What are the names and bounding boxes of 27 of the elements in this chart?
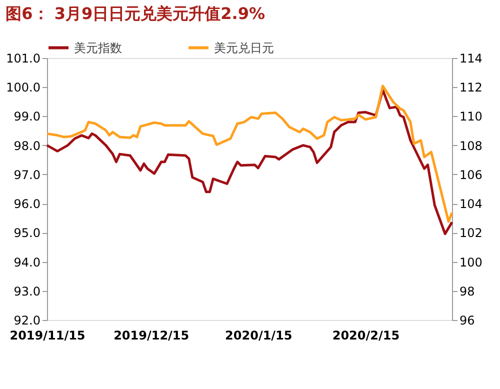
y-tick-label: 99.0 — [14, 110, 40, 124]
y-tick-label: 96.0 — [14, 197, 40, 212]
y2-tick-label: 106 — [460, 168, 482, 182]
y-tick-label: 100.0 — [6, 80, 40, 95]
y2-tick-label: 100 — [460, 255, 482, 270]
y-tick-label: 92.0 — [14, 314, 40, 328]
y2-tick-label: 104 — [460, 197, 482, 212]
y-tick-label: 101.0 — [6, 52, 40, 66]
y2-tick-label: 114 — [460, 52, 482, 66]
y2-tick-label: 108 — [460, 138, 482, 153]
chart-title: 图6： 3月9日日元兑美元升值2.9% — [6, 4, 265, 23]
legend-label: 美元兑日元 — [214, 40, 274, 55]
y-tick-label: 98.0 — [14, 138, 40, 153]
x-tick-label: 2020/1/15 — [225, 328, 292, 342]
y-tick-label: 94.0 — [14, 255, 40, 270]
y-tick-label: 97.0 — [14, 168, 40, 182]
y-tick-label: 95.0 — [14, 226, 40, 240]
x-tick-label: 2019/12/15 — [114, 328, 190, 342]
y2-tick-label: 98 — [460, 284, 475, 298]
y2-tick-label: 110 — [460, 110, 482, 124]
y2-tick-label: 112 — [460, 80, 482, 95]
y2-tick-label: 102 — [460, 226, 482, 240]
x-tick-label: 2019/11/15 — [10, 328, 86, 342]
y2-tick-label: 96 — [460, 314, 475, 328]
y-tick-label: 93.0 — [14, 284, 40, 298]
x-tick-label: 2020/2/15 — [332, 328, 400, 342]
legend-label: 美元指数 — [74, 40, 122, 55]
